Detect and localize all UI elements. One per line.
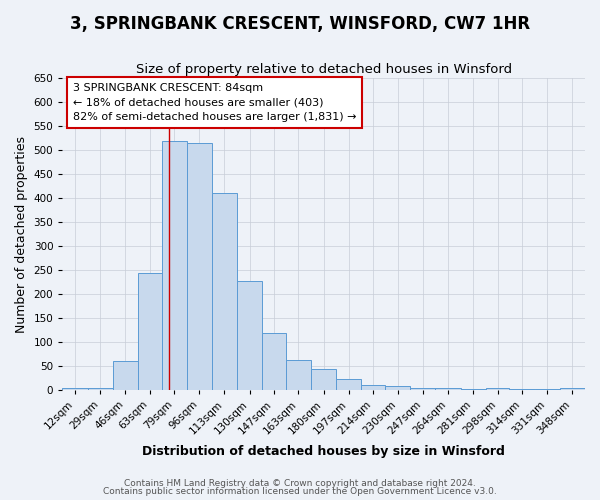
Bar xyxy=(436,388,461,390)
X-axis label: Distribution of detached houses by size in Winsford: Distribution of detached houses by size … xyxy=(142,444,505,458)
Bar xyxy=(535,389,560,390)
Bar xyxy=(237,281,262,390)
Text: Contains public sector information licensed under the Open Government Licence v3: Contains public sector information licen… xyxy=(103,487,497,496)
Bar xyxy=(385,386,410,390)
Bar xyxy=(262,332,286,390)
Bar xyxy=(560,388,585,390)
Bar xyxy=(461,389,486,390)
Bar xyxy=(88,388,113,390)
Title: Size of property relative to detached houses in Winsford: Size of property relative to detached ho… xyxy=(136,62,512,76)
Bar xyxy=(336,379,361,390)
Text: 3 SPRINGBANK CRESCENT: 84sqm
← 18% of detached houses are smaller (403)
82% of s: 3 SPRINGBANK CRESCENT: 84sqm ← 18% of de… xyxy=(73,82,356,122)
Bar xyxy=(113,362,138,390)
Bar xyxy=(161,140,187,390)
Text: 3, SPRINGBANK CRESCENT, WINSFORD, CW7 1HR: 3, SPRINGBANK CRESCENT, WINSFORD, CW7 1H… xyxy=(70,15,530,33)
Bar xyxy=(62,388,88,390)
Bar xyxy=(138,272,161,390)
Bar xyxy=(212,194,237,390)
Bar xyxy=(187,143,212,390)
Bar xyxy=(410,388,436,390)
Y-axis label: Number of detached properties: Number of detached properties xyxy=(15,136,28,332)
Bar xyxy=(286,360,311,390)
Bar xyxy=(509,389,535,390)
Bar xyxy=(311,368,336,390)
Text: Contains HM Land Registry data © Crown copyright and database right 2024.: Contains HM Land Registry data © Crown c… xyxy=(124,478,476,488)
Bar xyxy=(486,388,509,390)
Bar xyxy=(361,386,385,390)
